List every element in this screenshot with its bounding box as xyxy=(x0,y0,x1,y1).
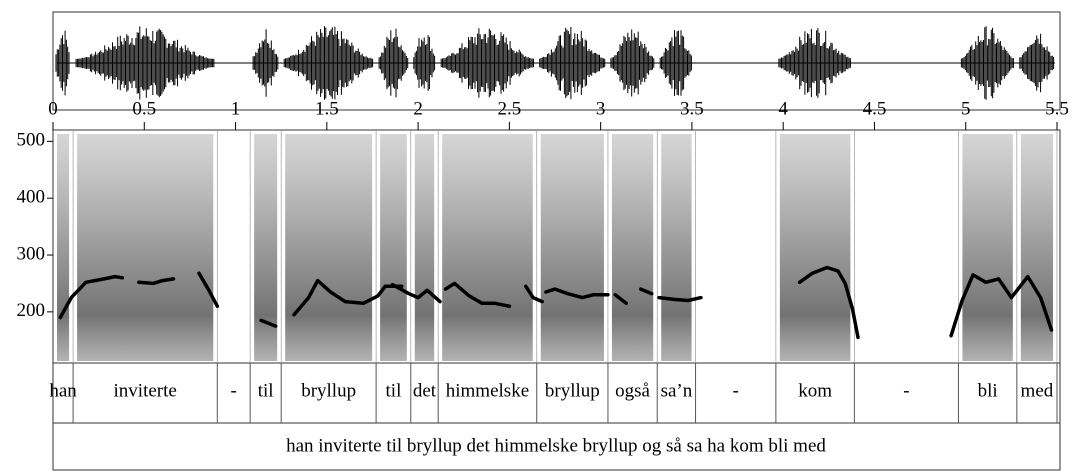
x-tick-label: 2 xyxy=(413,98,423,119)
word: bli xyxy=(978,380,998,401)
word: bryllup xyxy=(301,380,356,401)
word: - xyxy=(733,380,739,401)
spectrogram-band xyxy=(77,134,213,361)
x-tick-label: 0.5 xyxy=(132,98,156,119)
x-tick-label: 4 xyxy=(778,98,788,119)
word: kom xyxy=(798,380,832,401)
word: sa’n xyxy=(661,380,693,401)
word: til xyxy=(386,380,402,401)
spectrogram-band xyxy=(380,134,407,361)
word: det xyxy=(413,380,437,401)
x-tick-label: 4.5 xyxy=(863,98,887,119)
x-tick-label: 2.5 xyxy=(497,98,521,119)
figure: han inviterte til bryllup det himmelske … xyxy=(0,0,1073,473)
spectrogram-band xyxy=(1021,134,1053,361)
spectrogram-band xyxy=(612,134,653,361)
spectrogram-band xyxy=(780,134,850,361)
y-tick-label: 200 xyxy=(17,300,46,321)
word: han xyxy=(49,380,77,401)
word: bryllup xyxy=(545,380,600,401)
word: himmelske xyxy=(446,380,529,401)
x-tick-label: 0 xyxy=(48,98,58,119)
y-tick-label: 500 xyxy=(17,130,46,151)
spectrogram-band xyxy=(442,134,533,361)
x-tick-label: 5 xyxy=(961,98,971,119)
x-tick-label: 3 xyxy=(596,98,606,119)
word: med xyxy=(1021,380,1054,401)
spectrogram-band xyxy=(541,134,604,361)
spectrogram-band xyxy=(285,134,372,361)
spectrogram-band xyxy=(57,134,69,361)
y-tick-label: 400 xyxy=(17,187,46,208)
spectrogram-band xyxy=(962,134,1012,361)
sentence: han inviterte til bryllup det himmelske … xyxy=(286,435,826,456)
spectrogram-band xyxy=(661,134,691,361)
x-tick-label: 1.5 xyxy=(315,98,339,119)
y-tick-label: 300 xyxy=(17,243,46,264)
word: - xyxy=(903,380,909,401)
spectrogram-band xyxy=(415,134,434,361)
word: inviterte xyxy=(114,380,177,401)
word: også xyxy=(615,380,650,401)
x-tick-label: 1 xyxy=(231,98,241,119)
word: - xyxy=(231,380,237,401)
word: til xyxy=(258,380,274,401)
x-tick-label: 3.5 xyxy=(680,98,704,119)
x-tick-label: 5.5 xyxy=(1045,98,1069,119)
